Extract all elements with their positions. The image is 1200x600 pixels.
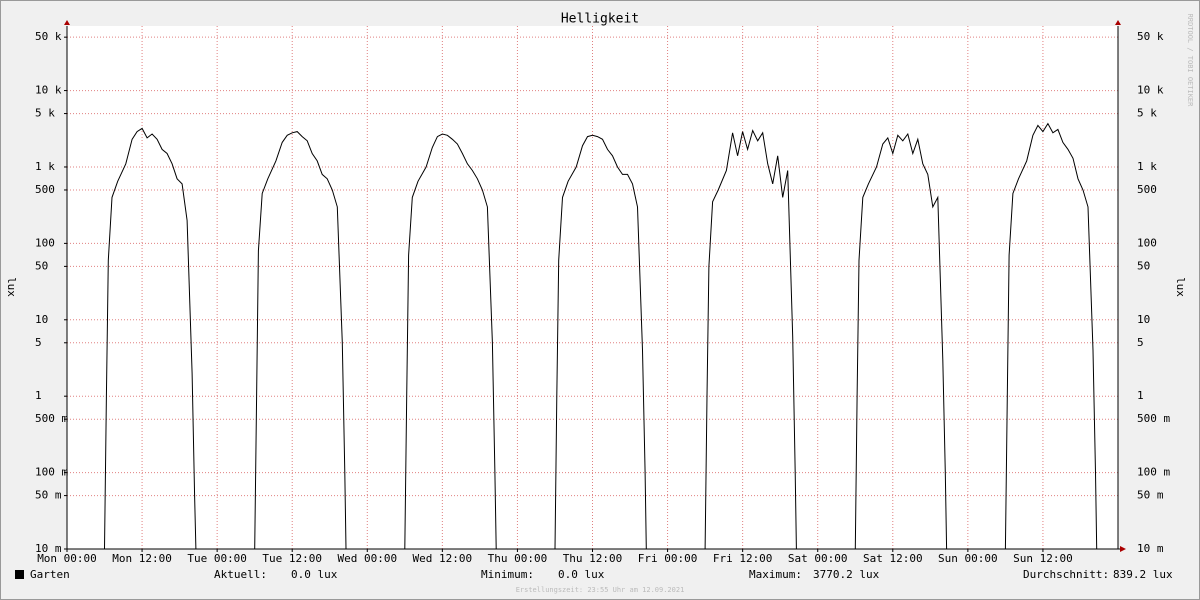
axis-arrow — [64, 20, 70, 25]
y-tick-label-right: 5 k — [1137, 107, 1157, 120]
y-tick-label: 1 k — [35, 160, 55, 173]
y-tick-label: 5 k — [35, 107, 55, 120]
stat-value: 0.0 lux — [291, 568, 338, 581]
x-tick-label: Sun 00:00 — [938, 552, 998, 565]
x-tick-label: Wed 00:00 — [337, 552, 397, 565]
y-tick-label-right: 50 k — [1137, 30, 1164, 43]
y-tick-label: 10 m — [35, 542, 62, 555]
x-tick-label: Sun 12:00 — [1013, 552, 1073, 565]
data-line — [67, 122, 1118, 550]
footer: Erstellungszeit: 23:55 Uhr am 12.09.2021 — [516, 586, 685, 594]
y-tick-label-right: 1 — [1137, 389, 1144, 402]
x-tick-label: Mon 00:00 — [37, 552, 97, 565]
y-tick-label-right: 10 m — [1137, 542, 1164, 555]
axis-arrow — [1120, 546, 1126, 552]
stat-value: 3770.2 lux — [813, 568, 880, 581]
x-tick-label: Thu 00:00 — [488, 552, 548, 565]
y-tick-label: 10 — [35, 313, 48, 326]
y-tick-label-right: 100 — [1137, 236, 1157, 249]
stat-label: Minimum: — [481, 568, 534, 581]
stat-value: 839.2 lux — [1113, 568, 1173, 581]
y-tick-label-right: 50 — [1137, 259, 1150, 272]
x-tick-label: Wed 12:00 — [413, 552, 473, 565]
stat-label: Durchschnitt: — [1023, 568, 1109, 581]
y-tick-label: 50 — [35, 259, 48, 272]
stat-value: 0.0 lux — [558, 568, 605, 581]
y-tick-label: 1 — [35, 389, 42, 402]
y-tick-label-right: 50 m — [1137, 489, 1164, 502]
chart-title: Helligkeit — [561, 12, 639, 27]
y-tick-label-right: 10 k — [1137, 84, 1164, 97]
y-tick-label: 50 k — [35, 30, 62, 43]
y-tick-label: 50 m — [35, 489, 62, 502]
y-tick-label-right: 1 k — [1137, 160, 1157, 173]
y-tick-label: 500 m — [35, 412, 68, 425]
watermark: RRDTOOL / TOBI OETIKER — [1186, 14, 1194, 108]
x-tick-label: Sat 00:00 — [788, 552, 848, 565]
x-tick-label: Mon 12:00 — [112, 552, 172, 565]
stat-label: Maximum: — [749, 568, 802, 581]
y-tick-label-right: 100 m — [1137, 466, 1170, 479]
y-tick-label: 5 — [35, 336, 42, 349]
stat-label: Aktuell: — [214, 568, 267, 581]
x-tick-label: Fri 00:00 — [638, 552, 698, 565]
y-tick-label-right: 500 — [1137, 183, 1157, 196]
x-tick-label: Fri 12:00 — [713, 552, 773, 565]
y-tick-label-right: 10 — [1137, 313, 1150, 326]
axis-arrow — [1115, 20, 1121, 25]
y-tick-label-right: 500 m — [1137, 412, 1170, 425]
y-tick-label: 500 — [35, 183, 55, 196]
y-axis-label-right: lux — [1174, 277, 1187, 297]
y-tick-label-right: 5 — [1137, 336, 1144, 349]
x-tick-label: Thu 12:00 — [563, 552, 623, 565]
x-tick-label: Sat 12:00 — [863, 552, 923, 565]
y-tick-label: 100 — [35, 236, 55, 249]
y-axis-label: lux — [5, 277, 18, 297]
legend-label: Garten — [30, 568, 70, 581]
y-tick-label: 10 k — [35, 84, 62, 97]
x-tick-label: Tue 12:00 — [262, 552, 322, 565]
legend-swatch — [15, 570, 24, 579]
x-tick-label: Tue 00:00 — [187, 552, 247, 565]
y-tick-label: 100 m — [35, 466, 68, 479]
